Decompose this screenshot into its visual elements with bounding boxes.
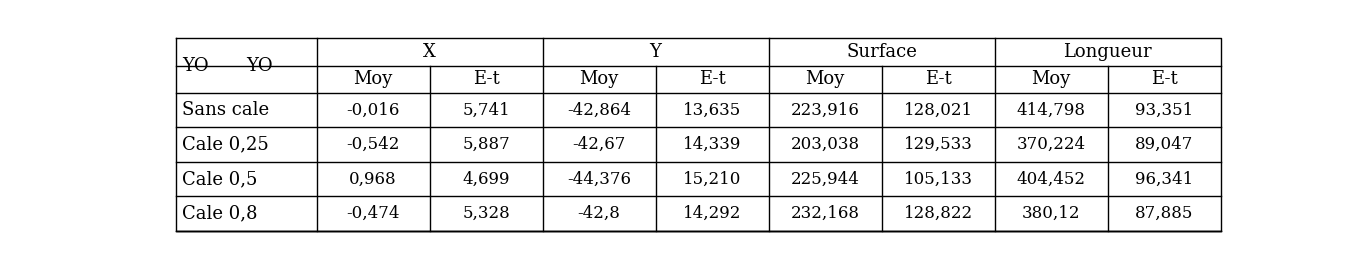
Text: 128,021: 128,021	[903, 102, 972, 119]
Text: Moy: Moy	[805, 70, 844, 88]
Text: YO: YO	[183, 57, 208, 74]
Text: 203,038: 203,038	[790, 136, 859, 153]
Text: X: X	[424, 43, 436, 61]
Text: Cale 0,5: Cale 0,5	[183, 170, 257, 188]
Text: E-t: E-t	[1151, 70, 1177, 88]
Text: 105,133: 105,133	[903, 171, 972, 188]
Text: Sans cale: Sans cale	[183, 101, 268, 119]
Text: E-t: E-t	[699, 70, 726, 88]
Text: 380,12: 380,12	[1022, 205, 1080, 222]
Text: -0,474: -0,474	[346, 205, 400, 222]
Text: 89,047: 89,047	[1135, 136, 1193, 153]
Text: Moy: Moy	[579, 70, 618, 88]
Text: -44,376: -44,376	[567, 171, 631, 188]
Text: 5,887: 5,887	[462, 136, 509, 153]
Text: -0,016: -0,016	[346, 102, 400, 119]
Text: 414,798: 414,798	[1016, 102, 1086, 119]
Text: -42,67: -42,67	[572, 136, 625, 153]
Text: 13,635: 13,635	[682, 102, 741, 119]
Text: Surface: Surface	[846, 43, 917, 61]
Text: Cale 0,25: Cale 0,25	[183, 136, 268, 154]
Text: E-t: E-t	[925, 70, 952, 88]
Text: 223,916: 223,916	[790, 102, 859, 119]
Text: 128,822: 128,822	[903, 205, 972, 222]
Text: 0,968: 0,968	[349, 171, 396, 188]
Text: Y: Y	[650, 43, 662, 61]
Text: -42,8: -42,8	[577, 205, 621, 222]
Text: 4,699: 4,699	[462, 171, 509, 188]
Text: 93,351: 93,351	[1135, 102, 1193, 119]
Text: 370,224: 370,224	[1016, 136, 1086, 153]
Text: 14,339: 14,339	[682, 136, 741, 153]
Text: Longueur: Longueur	[1064, 43, 1152, 61]
Text: YO: YO	[247, 57, 272, 74]
Text: 87,885: 87,885	[1135, 205, 1193, 222]
Text: 14,292: 14,292	[682, 205, 741, 222]
Text: Moy: Moy	[1031, 70, 1071, 88]
Text: 225,944: 225,944	[790, 171, 859, 188]
Text: 129,533: 129,533	[903, 136, 972, 153]
Text: 5,328: 5,328	[462, 205, 509, 222]
Text: 232,168: 232,168	[790, 205, 859, 222]
Text: 404,452: 404,452	[1016, 171, 1086, 188]
Text: 96,341: 96,341	[1135, 171, 1193, 188]
Text: Cale 0,8: Cale 0,8	[183, 204, 257, 222]
Text: 15,210: 15,210	[682, 171, 741, 188]
Text: 5,741: 5,741	[462, 102, 509, 119]
Text: -42,864: -42,864	[567, 102, 631, 119]
Text: E-t: E-t	[473, 70, 500, 88]
Text: Moy: Moy	[354, 70, 392, 88]
Text: -0,542: -0,542	[346, 136, 400, 153]
